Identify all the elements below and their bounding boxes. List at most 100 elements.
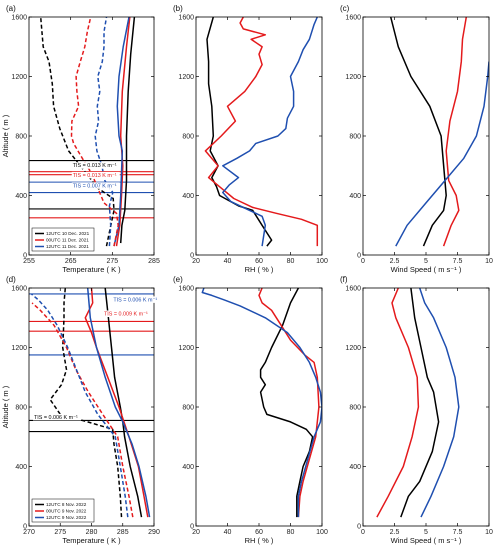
x-tick-label: 10	[485, 258, 493, 265]
legend-label: 12UTC 10 Dec. 2021	[46, 231, 90, 236]
legend-box	[31, 498, 95, 523]
panel-3: 270 275 280 285 290 0 400 800 1200 1600 (d) Tempera…	[1, 275, 161, 545]
x-axis-label: Wind Speed ( m s⁻¹ )	[391, 265, 462, 274]
x-tick-label: 100	[316, 258, 328, 265]
annotation-bg	[71, 162, 120, 169]
series-line-blue-solid	[113, 17, 130, 247]
legend-label: 12UTC 9 Nov. 2022	[46, 515, 87, 520]
y-tick-label: 1200	[178, 345, 194, 352]
x-tick-label: 20	[192, 529, 200, 536]
x-tick-label: 2.5	[390, 529, 400, 536]
x-tick-label: 280	[86, 529, 98, 536]
y-tick-label: 1200	[345, 345, 361, 352]
series-line-blue-dashed	[31, 293, 129, 518]
y-axis-label: Altitude ( m )	[1, 385, 10, 428]
x-axis-label: RH ( % )	[245, 265, 274, 274]
x-tick-label: 0	[361, 258, 365, 265]
panel-label: (e)	[173, 275, 183, 284]
legend-label: 12UTC 8 Nov. 2022	[46, 502, 87, 507]
series-line-blue-solid	[395, 61, 489, 247]
plot-area	[204, 17, 319, 247]
series-line-blue-solid	[201, 288, 322, 518]
y-axis-label: Altitude ( m )	[1, 114, 10, 157]
series-line-black-solid	[119, 17, 136, 244]
y-tick-label: 0	[357, 253, 361, 260]
tis-annotation: TIS = 0.009 K m⁻¹	[104, 312, 148, 318]
y-tick-label: 400	[15, 193, 27, 200]
x-tick-label: 285	[117, 529, 129, 536]
annotation-bg	[112, 296, 161, 303]
series-line-black-solid	[206, 17, 273, 247]
series-line-blue-dashed	[94, 17, 114, 247]
series-line-red-dashed	[70, 17, 119, 247]
x-axis-label: Wind Speed ( m s⁻¹ )	[391, 536, 462, 545]
x-tick-label: 5	[424, 529, 428, 536]
y-tick-label: 1600	[11, 15, 27, 22]
panel-label: (d)	[6, 275, 16, 284]
series-line-red-solid	[442, 17, 468, 247]
annotation-bg	[71, 182, 120, 189]
plot-frame	[362, 287, 490, 527]
panel-label: (b)	[173, 4, 183, 13]
x-axis-label: Temperature ( K )	[62, 265, 121, 274]
annotation-bg	[33, 413, 81, 421]
tis-annotation: TIS = 0.013 K m⁻¹	[73, 173, 117, 179]
panel-2: 0 2.5 5 7.5 10 0 400 800 1200 1600 (c) Wind Speed (…	[340, 4, 493, 274]
panel-label: (a)	[6, 4, 16, 13]
y-tick-label: 400	[15, 464, 27, 471]
y-tick-label: 1600	[178, 286, 194, 293]
x-tick-label: 275	[106, 258, 118, 265]
x-tick-label: 290	[148, 529, 160, 536]
series-line-blue-solid	[86, 288, 151, 518]
series-line-black-solid	[259, 288, 314, 518]
x-axis-label: RH ( % )	[245, 536, 274, 545]
series-line-blue-solid	[222, 17, 318, 247]
y-tick-label: 800	[349, 134, 361, 141]
series-line-black-dashed	[39, 17, 115, 247]
y-tick-label: 400	[349, 193, 361, 200]
y-tick-label: 0	[357, 524, 361, 531]
x-axis-label: Temperature ( K )	[62, 536, 121, 545]
x-tick-label: 5	[424, 258, 428, 265]
panel-4: 20 40 60 80 100 0 400 800 1200 1600 (e) RH ( % )	[173, 275, 328, 545]
x-tick-label: 275	[54, 529, 66, 536]
x-tick-label: 270	[23, 529, 35, 536]
panel-label: (f)	[340, 275, 348, 284]
tis-annotation: TIS = 0.013 K m⁻¹	[73, 163, 117, 169]
tis-annotation: TIS = 0.006 K m⁻¹	[113, 297, 157, 303]
x-tick-label: 20	[192, 258, 200, 265]
x-tick-label: 0	[361, 529, 365, 536]
plot-frame	[195, 287, 323, 527]
y-tick-label: 800	[349, 405, 361, 412]
legend-box	[31, 227, 95, 252]
legend-label: 00UTC 9 Nov. 2022	[46, 509, 87, 514]
y-tick-label: 0	[190, 524, 194, 531]
y-tick-label: 400	[182, 193, 194, 200]
x-tick-label: 285	[148, 258, 160, 265]
y-tick-label: 1200	[11, 74, 27, 81]
panel-0: 255 265 275 285 0 400 800 1200 1600 (a) Temperatur…	[1, 4, 160, 274]
y-tick-label: 800	[182, 405, 194, 412]
x-tick-label: 40	[224, 258, 232, 265]
annotation-bg	[103, 310, 151, 318]
x-tick-label: 2.5	[390, 258, 400, 265]
plot-frame	[362, 16, 490, 256]
series-line-black-solid	[389, 17, 447, 247]
plot-area	[29, 17, 154, 247]
panel-5: 0 2.5 5 7.5 10 0 400 800 1200 1600 (f) Wind Speed (…	[340, 275, 493, 545]
tis-annotation: TIS = 0.006 K m⁻¹	[34, 415, 78, 421]
y-tick-label: 1600	[345, 15, 361, 22]
y-tick-label: 0	[23, 524, 27, 531]
x-tick-label: 80	[287, 529, 295, 536]
series-line-red-solid	[376, 288, 420, 518]
y-tick-label: 0	[190, 253, 194, 260]
series-line-blue-solid	[418, 288, 460, 518]
tis-annotation: TIS = 0.007 K m⁻¹	[73, 183, 117, 189]
plot-frame	[28, 16, 155, 256]
legend-label: 12UTC 11 Dec. 2021	[46, 244, 89, 249]
x-tick-label: 60	[255, 529, 263, 536]
series-line-red-solid	[258, 288, 320, 518]
x-tick-label: 10	[485, 529, 493, 536]
series-line-red-dashed	[31, 302, 134, 518]
x-tick-label: 80	[287, 258, 295, 265]
